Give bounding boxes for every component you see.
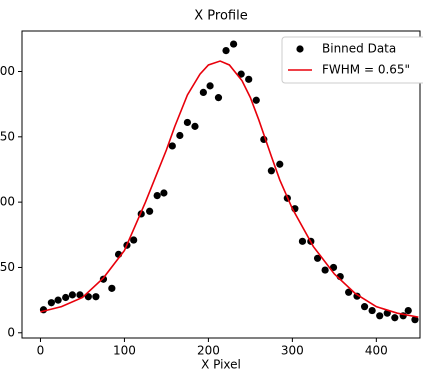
y-tick-label: 200 [0, 64, 15, 78]
data-point [92, 293, 100, 301]
x-tick-label: 0 [37, 344, 45, 358]
legend-label: FWHM = 0.65" [322, 63, 410, 77]
data-point [176, 131, 184, 140]
data-point [68, 291, 76, 299]
data-point [276, 160, 284, 168]
data-point [84, 293, 92, 301]
data-point [62, 293, 70, 302]
data-point [108, 284, 116, 292]
data-point [54, 296, 62, 304]
legend-label: Binned Data [322, 42, 396, 56]
data-point [267, 167, 275, 175]
chart-title: X Profile [194, 9, 247, 24]
data-point [321, 266, 329, 274]
data-point [168, 142, 176, 150]
x-axis-label: X Pixel [201, 358, 241, 372]
data-point [404, 306, 412, 315]
legend-marker [296, 45, 304, 53]
data-point [99, 275, 108, 283]
data-point [368, 306, 376, 315]
data-point [313, 254, 322, 262]
data-point [130, 236, 138, 244]
data-point [206, 82, 214, 90]
data-point [191, 122, 199, 130]
y-tick-label: 50 [0, 260, 15, 274]
y-tick-label: 100 [0, 195, 15, 209]
data-point [160, 189, 168, 197]
legend-box [281, 36, 423, 84]
data-point [298, 237, 307, 245]
data-point [146, 207, 154, 215]
x-tick-label: 300 [281, 344, 304, 358]
plot-frame [21, 30, 421, 339]
data-point [345, 288, 353, 296]
data-point [222, 46, 230, 55]
data-point [245, 75, 253, 83]
data-point [376, 312, 384, 320]
x-tick-label: 200 [197, 344, 220, 358]
data-point [47, 299, 55, 307]
data-point [214, 94, 223, 102]
data-point [391, 314, 399, 322]
data-point [229, 40, 238, 48]
data-point [252, 96, 260, 104]
y-tick-label: 0 [7, 325, 15, 339]
data-point [183, 118, 192, 127]
y-tick-label: 150 [0, 129, 15, 143]
x-tick-label: 100 [113, 344, 136, 358]
data-point [199, 88, 207, 96]
x-tick-label: 400 [365, 344, 388, 358]
data-point [153, 192, 161, 200]
data-point [360, 303, 369, 311]
data-point [237, 70, 245, 78]
data-point [411, 316, 419, 324]
data-point [76, 291, 84, 299]
fit-line [40, 60, 419, 318]
